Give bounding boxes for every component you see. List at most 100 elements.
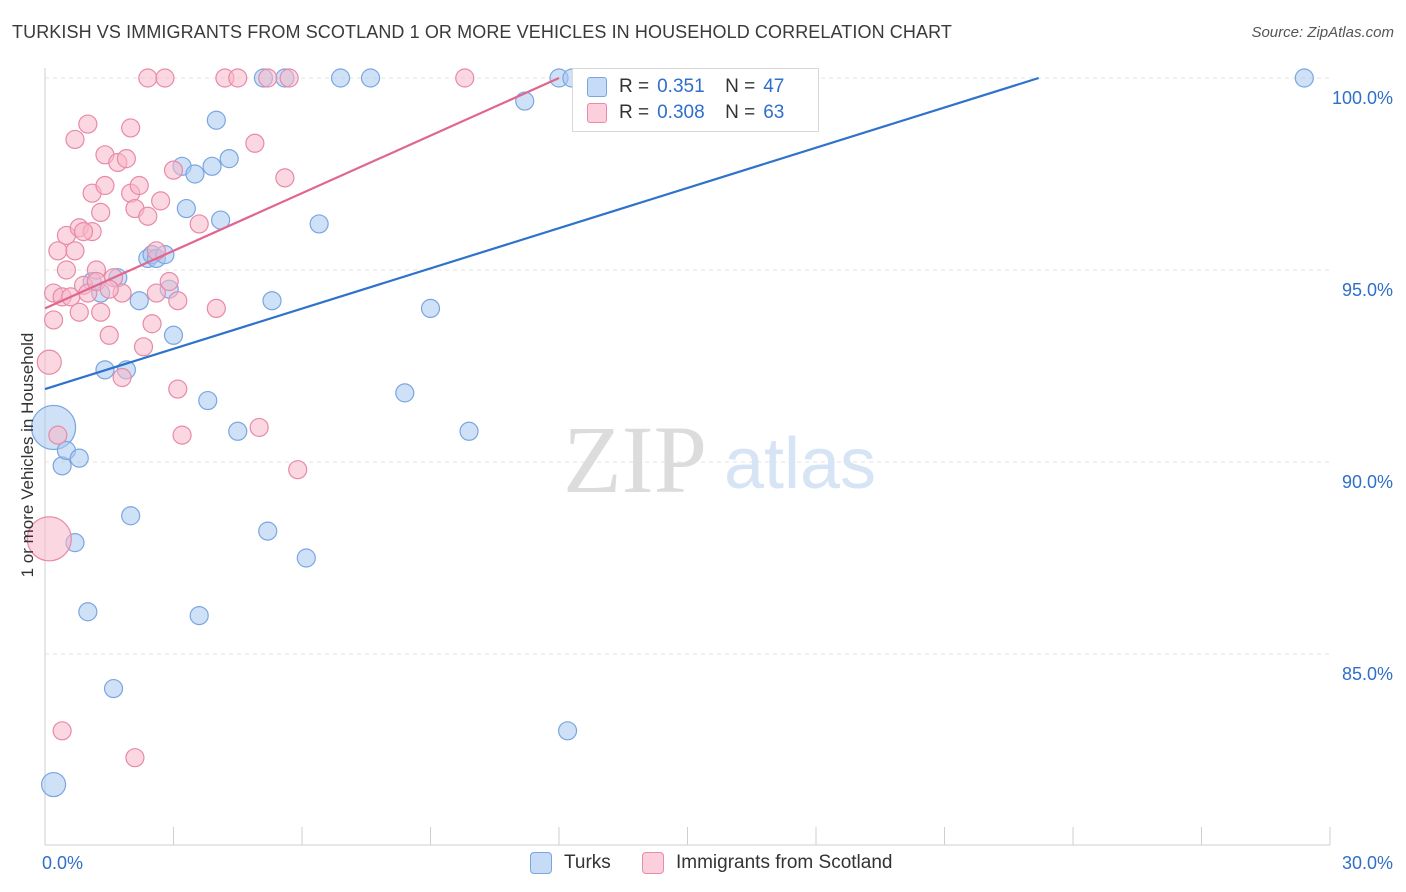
scotland-point	[138, 206, 158, 226]
turks-point	[296, 548, 316, 568]
legend-r-value: 0.308	[657, 102, 705, 123]
turks-point	[219, 149, 239, 169]
series-swatch-scotland	[642, 852, 664, 874]
series-legend-scotland[interactable]: Immigrants from Scotland	[642, 852, 892, 874]
scotland-trend-line	[44, 76, 560, 310]
turks-point	[395, 383, 415, 403]
legend-n-value: 47	[763, 76, 785, 97]
scotland-point	[228, 68, 248, 88]
turks-point	[515, 91, 535, 111]
scotland-point	[245, 133, 265, 153]
turks-point	[198, 390, 218, 411]
turks-point	[1294, 68, 1314, 88]
legend-r-label: R =	[619, 102, 650, 123]
turks-point	[176, 198, 196, 219]
tick-labels: 85.0% 90.0% 95.0% 100.0% 0.0% 30.0%	[42, 88, 1393, 873]
scotland-point	[275, 168, 295, 188]
legend-row-turks: R = 0.351 N = 47	[587, 75, 784, 99]
scotland-point	[69, 302, 89, 322]
turks-point	[330, 68, 351, 88]
scotland-point	[73, 222, 94, 242]
turks-point	[360, 68, 381, 88]
turks-point	[129, 291, 149, 311]
chart-title: TURKISH VS IMMIGRANTS FROM SCOTLAND 1 OR…	[12, 22, 952, 42]
series-legend: Turks Immigrants from Scotland	[0, 852, 1406, 878]
turks-point	[459, 421, 479, 441]
scotland-point	[288, 460, 308, 480]
turks-point	[228, 421, 248, 441]
scotland-point	[172, 425, 192, 445]
scotland-point	[125, 748, 145, 768]
scotland-point	[91, 202, 111, 222]
scotland-point	[52, 721, 72, 741]
watermark-zip: ZIP	[563, 406, 707, 513]
stats-legend: R = 0.351 N = 47 R = 0.308 N = 63	[572, 68, 819, 132]
turks-point	[69, 448, 89, 468]
turks-point	[185, 164, 205, 184]
legend-n-label: N =	[725, 102, 756, 123]
scotland-point	[279, 68, 299, 88]
scotland-point	[56, 260, 77, 280]
turks-point	[557, 721, 578, 741]
scotland-point	[151, 191, 171, 211]
turks-point	[309, 214, 329, 234]
series-label-turks: Turks	[564, 852, 611, 873]
axis-layer	[44, 68, 1331, 846]
turks-point	[202, 156, 222, 176]
scotland-point	[159, 271, 179, 292]
watermark: ZIP atlas	[563, 406, 876, 513]
y-tick-label: 100.0%	[1332, 88, 1393, 108]
scotland-point	[146, 283, 166, 303]
series-legend-turks[interactable]: Turks	[530, 852, 611, 874]
scotland-point	[129, 175, 149, 196]
legend-r-value: 0.351	[657, 76, 705, 97]
legend-swatch-scotland	[587, 103, 607, 123]
scotland-point	[26, 516, 72, 562]
turks-point	[206, 110, 226, 130]
legend-r-label: R =	[619, 76, 650, 97]
y-tick-label: 90.0%	[1342, 472, 1393, 492]
series-label-scotland: Immigrants from Scotland	[676, 852, 893, 873]
scotland-point	[146, 241, 166, 261]
scotland-point	[168, 379, 188, 399]
source-label: Source: ZipAtlas.com	[1251, 24, 1394, 41]
scotland-point	[95, 175, 115, 196]
turks-point	[103, 678, 124, 699]
x-tick-label: 0.0%	[42, 853, 83, 873]
scotland-point	[206, 298, 226, 318]
turks-trend-line	[44, 76, 1040, 391]
scotland-point	[138, 68, 158, 88]
scotland-point	[116, 149, 136, 169]
scotland-point	[155, 68, 175, 88]
turks-point	[420, 298, 441, 318]
trend-layer	[44, 76, 1040, 391]
scotland-point	[168, 291, 188, 311]
series-swatch-turks	[530, 852, 552, 874]
scotland-point	[78, 114, 98, 134]
scotland-point	[48, 425, 68, 445]
turks-point	[40, 771, 67, 798]
scotland-point	[36, 349, 62, 375]
turks-point	[189, 605, 209, 626]
y-tick-label: 95.0%	[1342, 280, 1393, 300]
points-layer	[26, 68, 1314, 798]
grid-layer	[45, 77, 1330, 655]
turks-point	[262, 291, 282, 311]
scotland-point	[163, 160, 184, 180]
scotland-point	[65, 241, 85, 261]
scotland-point	[65, 129, 85, 150]
scotland-point	[189, 214, 209, 234]
legend-n-value: 63	[763, 102, 785, 123]
y-tick-label: 85.0%	[1342, 664, 1393, 684]
y-axis-label: 1 or more Vehicles in Household	[18, 332, 37, 578]
legend-row-scotland: R = 0.308 N = 63	[587, 101, 784, 125]
turks-point	[78, 602, 98, 622]
scotland-point	[258, 68, 278, 88]
turks-point	[163, 325, 184, 345]
scotland-point	[91, 302, 111, 322]
scotland-point	[43, 310, 64, 330]
turks-point	[121, 506, 141, 526]
legend-n-label: N =	[725, 76, 756, 97]
scotland-point	[112, 367, 132, 388]
